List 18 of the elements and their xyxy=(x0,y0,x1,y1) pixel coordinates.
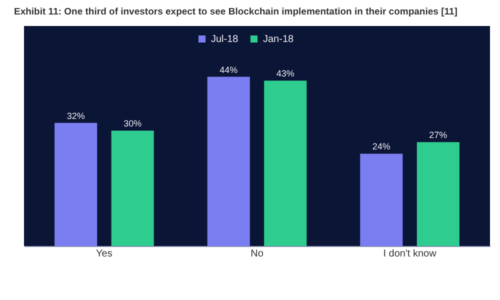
legend-label: Jul-18 xyxy=(211,34,239,45)
x-tick-label: Yes xyxy=(96,248,112,260)
data-label: 24% xyxy=(372,142,390,152)
data-label: 27% xyxy=(429,130,448,140)
bar xyxy=(207,76,250,246)
legend-label: Jan-18 xyxy=(263,34,294,45)
bar xyxy=(360,154,403,246)
data-label: 44% xyxy=(220,64,238,75)
chart-title: Exhibit 11: One third of investors expect to see Blockchain implementation in their companies [11] xyxy=(14,6,458,18)
data-label: 43% xyxy=(276,68,294,79)
bar xyxy=(264,80,307,246)
bar xyxy=(416,142,460,246)
x-tick-label: I don't know xyxy=(383,248,438,260)
bar xyxy=(111,130,154,246)
x-tick-label: No xyxy=(250,248,264,260)
data-label: 32% xyxy=(66,110,85,121)
bar xyxy=(54,122,98,246)
data-label: 30% xyxy=(124,118,142,129)
